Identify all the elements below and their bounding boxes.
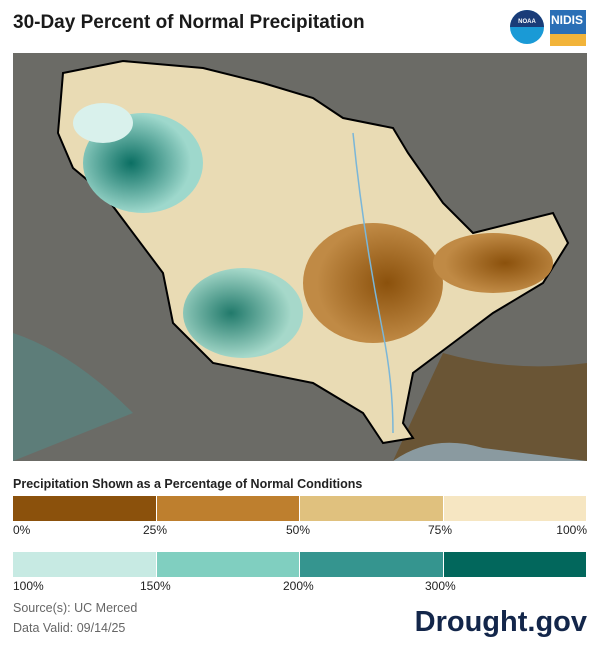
legend-swatch-25-50 [156, 496, 300, 521]
mississippi-river [352, 132, 394, 434]
data-valid-text: Data Valid: 09/14/25 [13, 621, 126, 635]
tick: 50% [286, 523, 311, 537]
legend-dry-ticks: 0% 25% 50% 75% 100% [13, 523, 587, 537]
legend-dry-bar [13, 496, 587, 521]
legend-swatch-50-75 [300, 496, 444, 521]
tick: 25% [143, 523, 168, 537]
legend-swatch-200-300 [300, 552, 444, 577]
tick: 0% [13, 523, 31, 537]
legend-swatch-75-100 [443, 496, 587, 521]
tick: 150% [140, 579, 171, 593]
noaa-logo[interactable]: NOAA [510, 10, 544, 44]
tick: 300% [425, 579, 456, 593]
tick: 200% [283, 579, 314, 593]
legend-title: Precipitation Shown as a Percentage of N… [13, 477, 363, 491]
legend-wet-ticks: 100% 150% 200% 300% [13, 579, 587, 593]
logos: NOAA NIDIS [510, 10, 586, 46]
source-text: Source(s): UC Merced [13, 601, 138, 615]
legend-wet-bar [13, 552, 587, 577]
gulf-of-mexico [393, 442, 587, 461]
nidis-logo[interactable]: NIDIS [550, 10, 586, 46]
legend-swatch-150-200 [156, 552, 300, 577]
legend-swatch-100-150 [13, 552, 157, 577]
tick: 100% [556, 523, 587, 537]
legend-swatch-300-plus [443, 552, 587, 577]
legend-swatch-0-25 [13, 496, 157, 521]
map-title: 30-Day Percent of Normal Precipitation [13, 12, 365, 33]
tick: 75% [428, 523, 453, 537]
precipitation-map [13, 53, 587, 461]
drought-gov-logo[interactable]: Drought.gov [414, 606, 587, 638]
tick: 100% [13, 579, 44, 593]
